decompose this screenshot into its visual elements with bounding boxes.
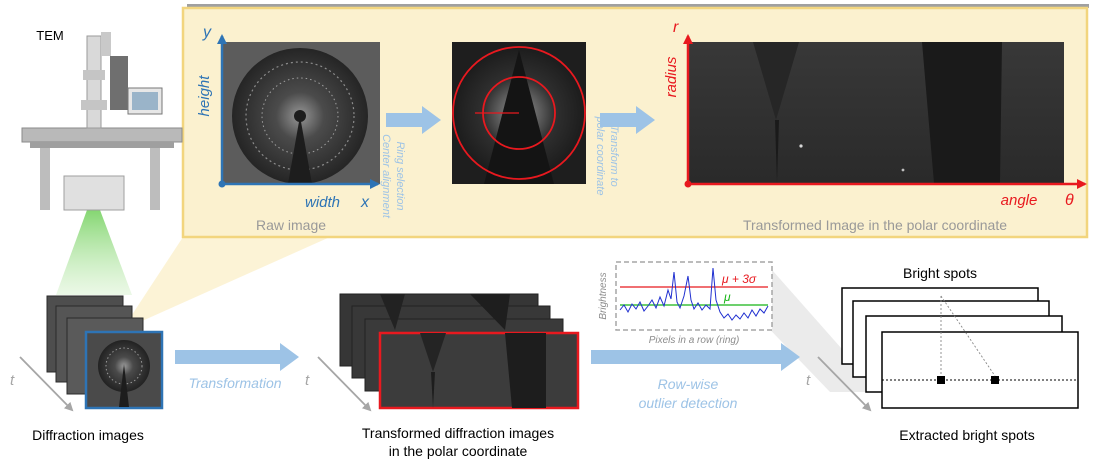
transformed-caption-line1: Transformed diffraction images — [362, 425, 554, 441]
polar-r-axis-label: r — [673, 19, 679, 36]
transformation-label: Transformation — [188, 375, 281, 391]
transformed-caption-line2: in the polar coordinate — [389, 443, 528, 459]
raw-width-label: width — [305, 194, 340, 211]
tem-microscope — [21, 32, 183, 211]
ring-selection-image — [452, 42, 586, 184]
outlier-detection-arrow — [591, 343, 800, 371]
row-wise-label: Row-wise — [658, 376, 719, 392]
transformation-arrow — [175, 343, 299, 371]
polar-angle-label: angle — [1001, 192, 1038, 209]
polar-image-caption: Transformed Image in the polar coordinat… — [743, 217, 1007, 233]
transformed-stack — [339, 293, 580, 410]
ring-selection-arrow — [386, 106, 441, 134]
raw-image-caption: Raw image — [256, 217, 326, 233]
brightness-signal — [619, 267, 769, 321]
extracted-stack — [841, 287, 1079, 409]
diffraction-stack — [46, 295, 164, 410]
plot-mean-label: μ — [723, 290, 731, 304]
center-alignment-label: Center alignment — [380, 134, 392, 219]
extracted-time-axis — [817, 356, 872, 412]
transformed-time-axis — [317, 356, 372, 412]
transform-label-line2: polar coordinate — [594, 116, 606, 196]
transform-label-line1: Transform to — [608, 125, 620, 187]
tem-beam-cone — [56, 210, 132, 295]
bright-spot-1 — [937, 376, 945, 384]
diffraction-time-axis — [19, 356, 74, 412]
bright-spot-2 — [991, 376, 999, 384]
transformed-time-label: t — [305, 372, 310, 389]
outlier-detection-label: outlier detection — [639, 395, 738, 411]
brightness-plot-frame — [615, 261, 773, 331]
raw-height-label: height — [196, 75, 213, 117]
raw-image — [222, 42, 380, 184]
extracted-front-image — [881, 331, 1079, 409]
plot-upper-threshold-label: μ + 3σ — [721, 272, 757, 286]
extracted-caption: Extracted bright spots — [899, 427, 1034, 443]
transform-polar-arrow — [600, 106, 655, 134]
polar-image — [688, 42, 1064, 183]
extracted-time-label: t — [806, 372, 811, 389]
inset-shadow — [187, 4, 1089, 8]
tem-label: TEM — [36, 28, 63, 43]
polar-theta-axis-label: θ — [1065, 192, 1074, 209]
diffraction-time-label: t — [10, 372, 15, 389]
plot-x-label: Pixels in a row (ring) — [649, 335, 740, 346]
transformed-front-image — [378, 331, 580, 410]
zoom-wedge-left — [122, 237, 330, 330]
polar-radius-label: radius — [663, 56, 680, 97]
raw-y-axis-label: y — [202, 24, 212, 41]
diffraction-images-caption: Diffraction images — [32, 427, 144, 443]
plot-y-label: Brightness — [598, 272, 609, 319]
bright-spots-label: Bright spots — [903, 265, 977, 281]
ring-selection-label: Ring selection — [394, 141, 406, 210]
raw-x-axis-label: x — [360, 194, 370, 211]
